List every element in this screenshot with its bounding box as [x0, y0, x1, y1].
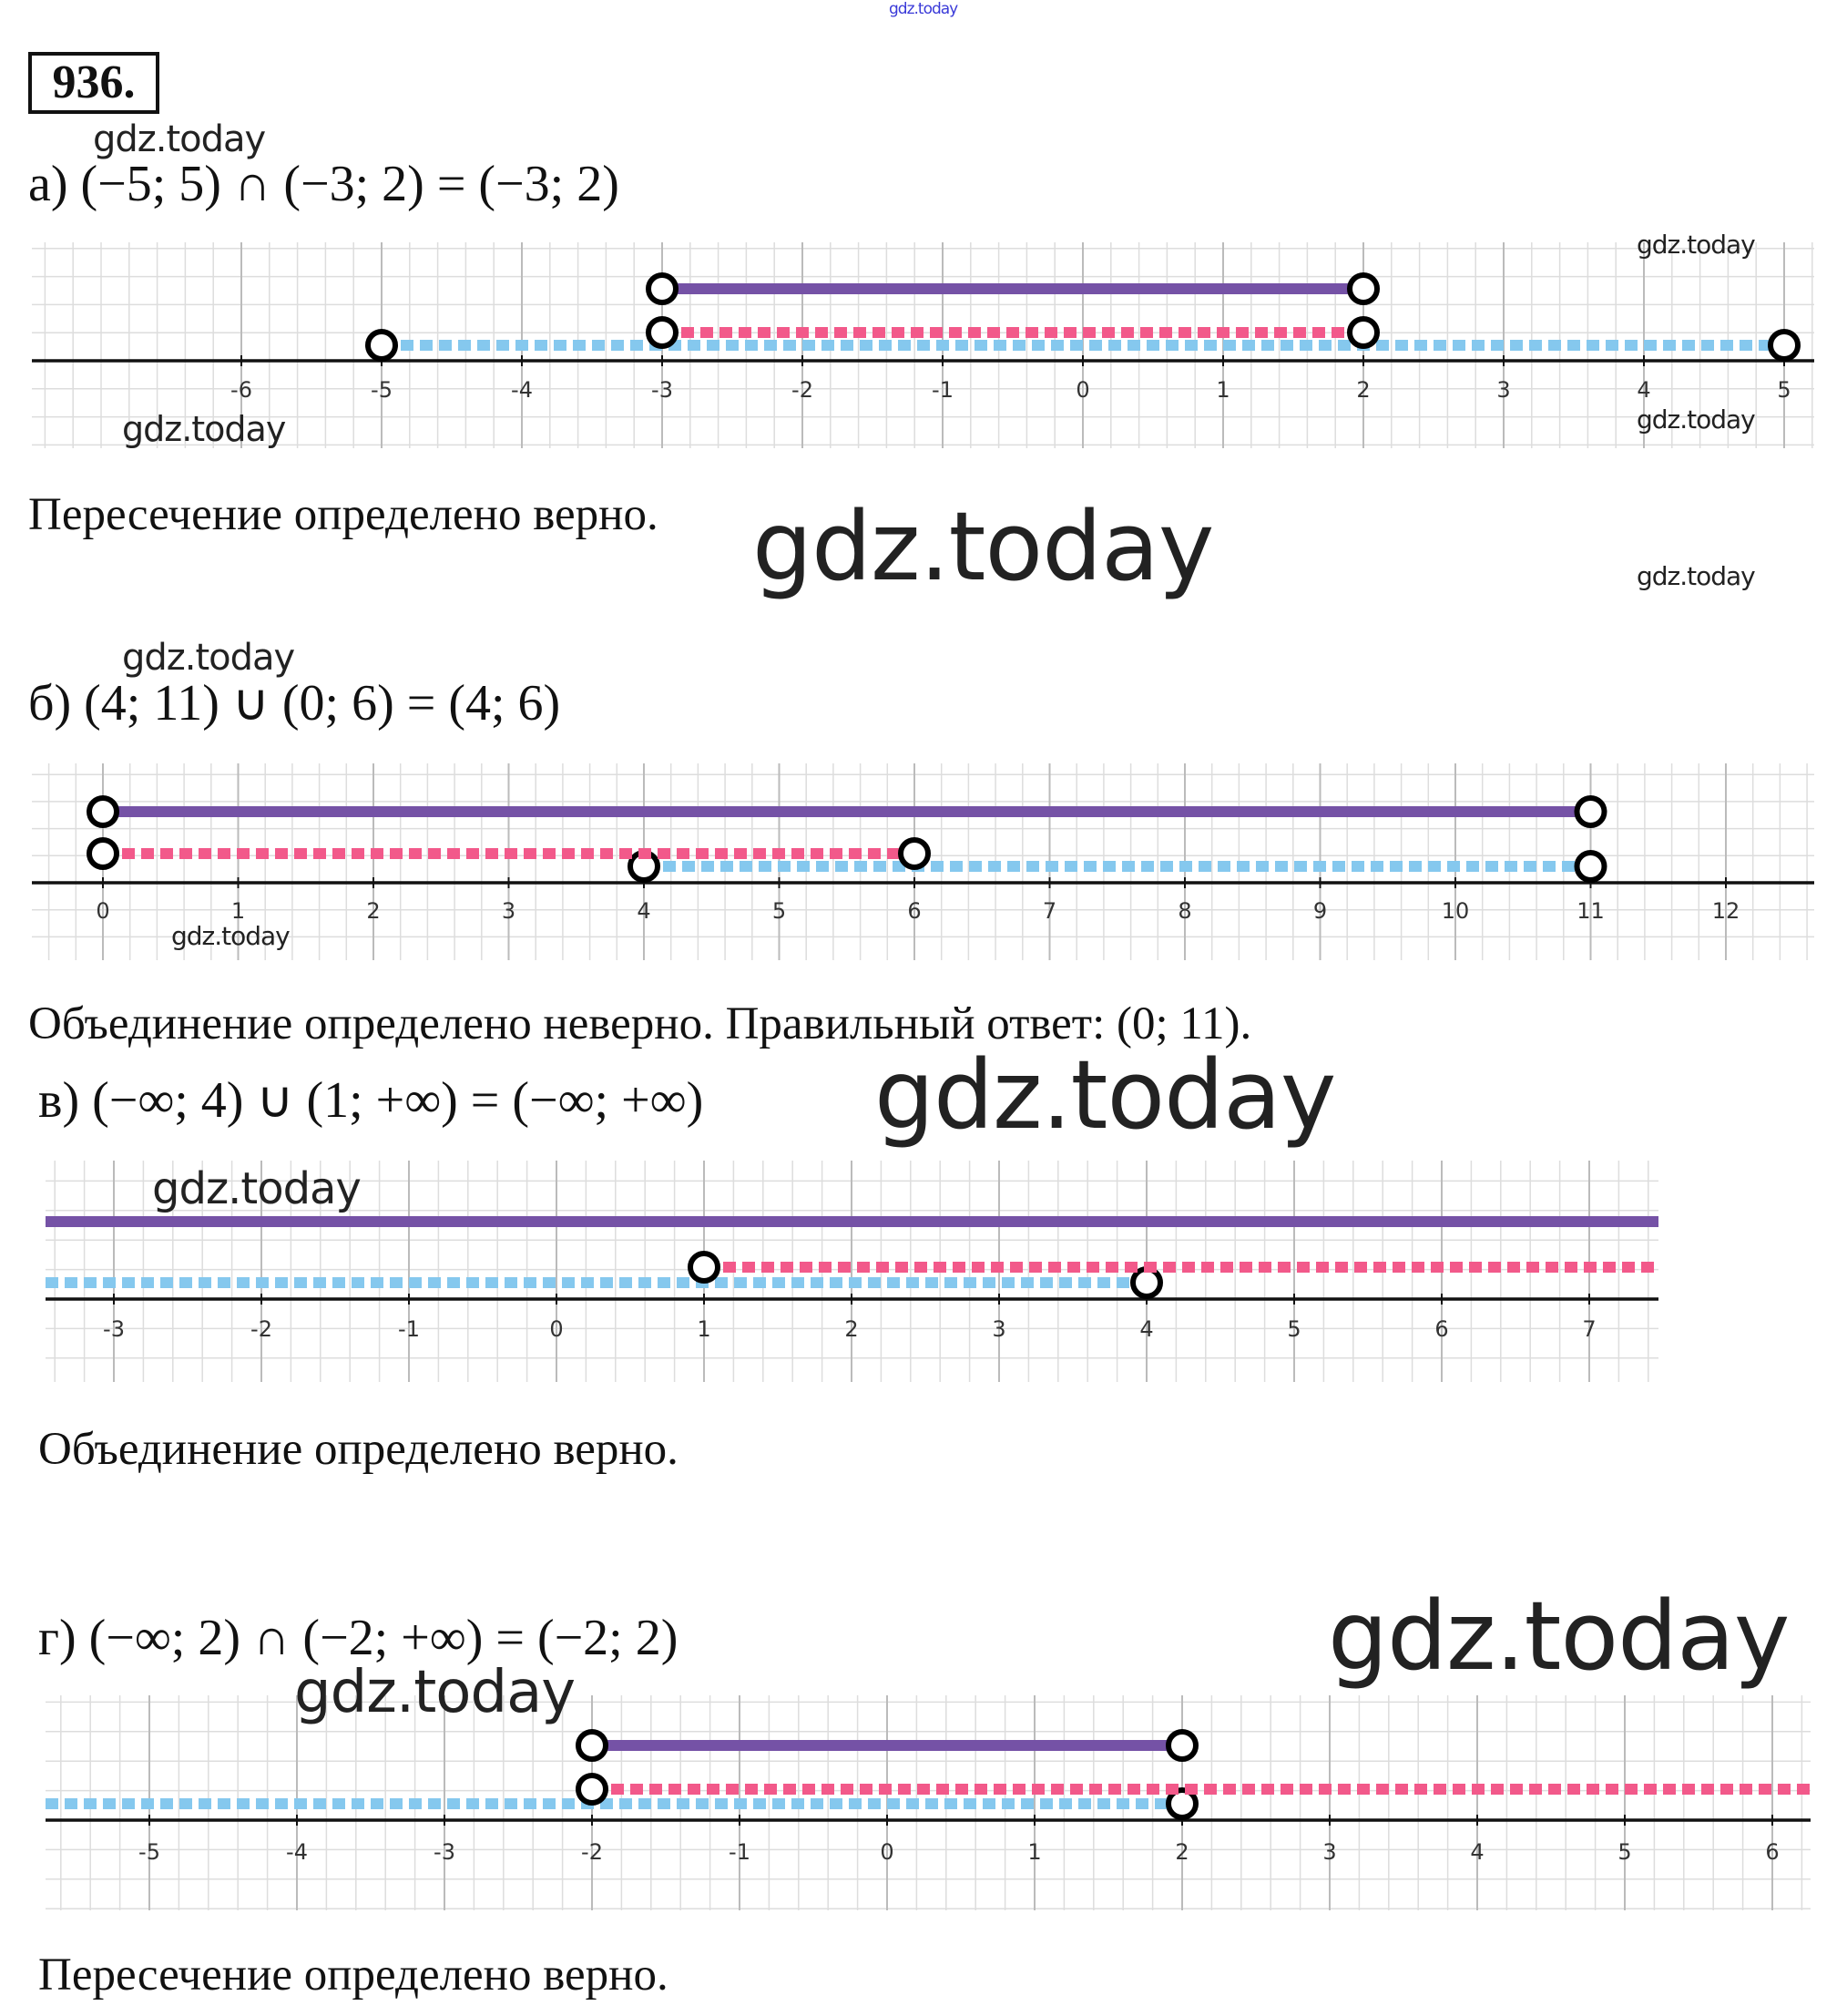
tick-label: -2: [581, 1839, 603, 1865]
tick-label: 4: [1637, 377, 1650, 403]
tick-label: 1: [697, 1316, 710, 1342]
open-endpoint: [1574, 795, 1607, 828]
tick-label: 5: [1617, 1839, 1631, 1865]
tick-label: 3: [1496, 377, 1510, 403]
tick-label: 9: [1313, 898, 1327, 924]
tick-label: 1: [231, 898, 245, 924]
tick-label: -4: [286, 1839, 308, 1865]
open-endpoint: [688, 1251, 720, 1284]
open-endpoint: [646, 316, 679, 349]
tick-label: 5: [772, 898, 786, 924]
watermark: gdz.today: [93, 118, 266, 160]
watermark: gdz.today: [889, 0, 958, 18]
watermark: gdz.today: [874, 1039, 1336, 1151]
tick-label: 0: [880, 1839, 893, 1865]
tick-label: 5: [1287, 1316, 1301, 1342]
tick-label: 11: [1577, 898, 1605, 924]
tick-label: 0: [549, 1316, 563, 1342]
tick-label: 6: [907, 898, 921, 924]
part-c-conclusion: Объединение определено верно.: [38, 1424, 679, 1475]
open-endpoint: [365, 329, 398, 362]
tick-label: -5: [138, 1839, 160, 1865]
watermark: gdz.today: [1637, 404, 1756, 435]
number-line-d: -5 -4 -3 -2 -1 0 1 2 3 4 5 6: [46, 1695, 1811, 1910]
part-b-expression: б) (4; 11) ∪ (0; 6) = (4; 6): [28, 675, 561, 732]
watermark: gdz.today: [752, 491, 1214, 602]
watermark: gdz.today: [1637, 561, 1756, 591]
part-a-expression: а) (−5; 5) ∩ (−3; 2) = (−3; 2): [28, 156, 619, 212]
open-endpoint: [1574, 850, 1607, 883]
watermark: gdz.today: [1637, 230, 1756, 260]
watermark: gdz.today: [171, 921, 291, 951]
tick-label: 2: [844, 1316, 858, 1342]
tick-label: 5: [1777, 377, 1791, 403]
tick-label: 7: [1043, 898, 1056, 924]
open-endpoint: [1166, 1787, 1199, 1820]
tick-label: 6: [1434, 1316, 1448, 1342]
open-endpoint: [1130, 1266, 1163, 1299]
tick-label: 1: [1216, 377, 1230, 403]
tick-label: 3: [502, 898, 515, 924]
tick-label: 0: [96, 898, 109, 924]
problem-number: 936.: [28, 52, 159, 114]
tick-label: 7: [1582, 1316, 1596, 1342]
tick-label: -5: [371, 377, 393, 403]
open-endpoint: [646, 272, 679, 305]
tick-label: -1: [932, 377, 954, 403]
number-line-b: 0 1 2 3 4 5 6 7 8 9 10 11 12: [32, 763, 1814, 960]
tick-label: 6: [1765, 1839, 1779, 1865]
tick-label: -3: [651, 377, 673, 403]
tick-label: 4: [637, 898, 650, 924]
open-endpoint: [1166, 1729, 1199, 1762]
watermark: gdz.today: [122, 409, 286, 449]
tick-label: 8: [1178, 898, 1191, 924]
tick-label: -4: [511, 377, 533, 403]
tick-label: -3: [434, 1839, 455, 1865]
part-d-conclusion: Пересечение определено верно.: [38, 1949, 668, 2001]
tick-label: -1: [729, 1839, 750, 1865]
part-d-expression: г) (−∞; 2) ∩ (−2; +∞) = (−2; 2): [38, 1610, 679, 1666]
tick-label: 3: [992, 1316, 1005, 1342]
tick-label: 4: [1139, 1316, 1153, 1342]
tick-label: 10: [1442, 898, 1470, 924]
tick-label: 1: [1027, 1839, 1041, 1865]
open-endpoint: [576, 1773, 608, 1806]
tick-label: -1: [398, 1316, 420, 1342]
tick-label: 12: [1712, 898, 1740, 924]
open-endpoint: [87, 837, 119, 870]
open-endpoint: [576, 1729, 608, 1762]
open-endpoint: [1347, 272, 1380, 305]
open-endpoint: [1347, 316, 1380, 349]
tick-label: 3: [1322, 1839, 1336, 1865]
tick-label: 0: [1076, 377, 1089, 403]
tick-label: 2: [1175, 1839, 1189, 1865]
watermark: gdz.today: [122, 637, 295, 679]
open-endpoint: [87, 795, 119, 828]
tick-label: -2: [791, 377, 813, 403]
watermark: gdz.today: [294, 1659, 576, 1726]
tick-label: 2: [366, 898, 380, 924]
tick-label: -3: [103, 1316, 125, 1342]
part-a-conclusion: Пересечение определено верно.: [28, 489, 658, 540]
tick-label: -2: [250, 1316, 272, 1342]
part-c-expression: в) (−∞; 4) ∪ (1; +∞) = (−∞; +∞): [38, 1072, 704, 1129]
watermark: gdz.today: [1328, 1581, 1790, 1692]
number-line-c: -3 -2 -1 0 1 2 3 4 5 6 7: [46, 1161, 1658, 1382]
tick-label: -6: [230, 377, 252, 403]
tick-label: 2: [1356, 377, 1370, 403]
open-endpoint: [898, 837, 931, 870]
part-b-conclusion: Объединение определено неверно. Правильн…: [28, 998, 1252, 1049]
watermark: gdz.today: [152, 1163, 362, 1214]
tick-label: 4: [1470, 1839, 1484, 1865]
open-endpoint: [1768, 329, 1801, 362]
